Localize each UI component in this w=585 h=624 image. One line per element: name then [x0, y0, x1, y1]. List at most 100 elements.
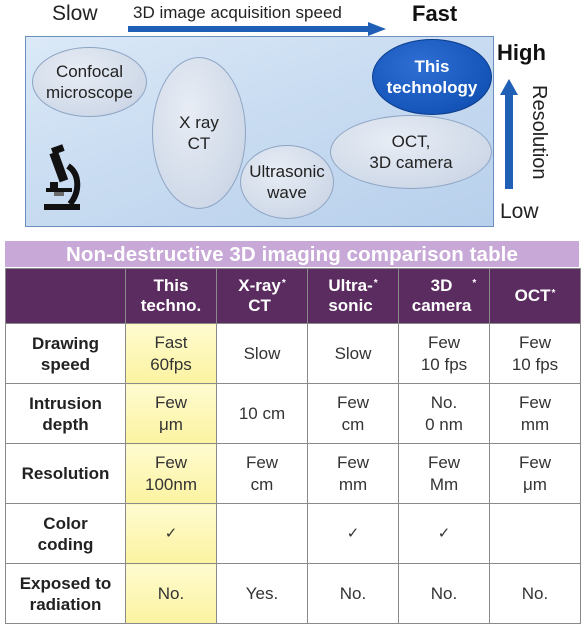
ultrasonic-wave-bubble: Ultrasonic wave: [240, 145, 334, 219]
cell-value: Slow: [334, 343, 372, 363]
cell-value: Few μm: [518, 452, 552, 494]
cell-value: Yes.: [245, 583, 279, 603]
cell-value: No.: [157, 583, 185, 603]
row-header-label: Color coding: [37, 513, 94, 554]
column-header-label: OCT: [514, 286, 551, 305]
row-header: Exposed to radiation: [5, 563, 126, 624]
bubble-label: This technology: [386, 57, 478, 97]
table-cell: No. 0 nm: [398, 383, 490, 444]
cell-value: Few 10 fps: [420, 332, 468, 374]
table-cell: Few μm: [489, 443, 581, 504]
table-cell: ✓: [307, 503, 399, 564]
asterisk-mark: *: [373, 278, 378, 289]
table-row: Drawing speed Fast 60fps Slow Slow Few 1…: [5, 323, 581, 384]
check-icon: ✓: [437, 525, 451, 542]
table-cell: [489, 503, 581, 564]
cell-value: Few μm: [154, 392, 188, 434]
table-header-row: This techno. X-ray CT* Ultra- sonic* 3D …: [5, 268, 581, 324]
column-header: 3D camera*: [398, 268, 490, 324]
table-row: Color coding ✓ ✓ ✓: [5, 503, 581, 564]
table-cell: Yes.: [216, 563, 308, 624]
cell-value: No.: [521, 583, 549, 603]
cell-value: Few mm: [336, 452, 370, 494]
speed-low-label: Slow: [52, 2, 98, 25]
column-header-label: Ultra- sonic: [328, 276, 373, 315]
cell-value: Few cm: [245, 452, 279, 494]
asterisk-mark: *: [281, 278, 286, 289]
table-cell: Few 100nm: [125, 443, 217, 504]
column-header-label: 3D camera: [411, 276, 472, 315]
table-cell: Few cm: [216, 443, 308, 504]
speed-axis-label: 3D image acquisition speed: [133, 3, 342, 22]
row-header: Intrusion depth: [5, 383, 126, 444]
table-cell: Few Mm: [398, 443, 490, 504]
row-header: Color coding: [5, 503, 126, 564]
table-row: Exposed to radiation No. Yes. No. No. No…: [5, 563, 581, 624]
row-header: Resolution: [5, 443, 126, 504]
table-cell: Few mm: [489, 383, 581, 444]
column-header: This techno.: [125, 268, 217, 324]
column-header-label: This techno.: [140, 276, 202, 315]
oct-3d-camera-bubble: OCT, 3D camera: [330, 115, 492, 189]
table-cell: No.: [489, 563, 581, 624]
cell-value: No. 0 nm: [425, 392, 463, 434]
table-cell: Slow: [216, 323, 308, 384]
table-cell: No.: [398, 563, 490, 624]
asterisk-mark: *: [472, 278, 477, 289]
confocal-microscope-bubble: Confocal microscope: [32, 47, 147, 117]
cell-value: Few 10 fps: [511, 332, 559, 374]
cell-value: Few cm: [336, 392, 370, 434]
table-title: Non-destructive 3D imaging comparison ta…: [5, 241, 579, 267]
cell-value: No.: [339, 583, 367, 603]
speed-high-label: Fast: [412, 1, 458, 26]
resolution-axis-label: Resolution: [528, 85, 550, 180]
column-header: X-ray CT*: [216, 268, 308, 324]
row-header: Drawing speed: [5, 323, 126, 384]
column-header-label: X-ray CT: [238, 276, 281, 315]
resolution-arrow-icon: [500, 79, 518, 189]
column-header: Ultra- sonic*: [307, 268, 399, 324]
table-row: Intrusion depth Few μm 10 cm Few cm No. …: [5, 383, 581, 444]
table-cell: [216, 503, 308, 564]
cell-value: Few 100nm: [145, 452, 197, 494]
cell-value: Slow: [243, 343, 281, 363]
cell-value: Few mm: [518, 392, 552, 434]
asterisk-mark: *: [551, 288, 556, 299]
x-ray-ct-bubble: X ray CT: [152, 57, 246, 209]
table-cell: Few cm: [307, 383, 399, 444]
resolution-high-label: High: [497, 40, 546, 65]
cell-value: No.: [430, 583, 458, 603]
bubble-label: Confocal microscope: [46, 62, 133, 102]
table-cell: Fast 60fps: [125, 323, 217, 384]
row-header-label: Drawing speed: [31, 333, 100, 374]
row-header-label: Resolution: [21, 464, 110, 483]
table-cell: Slow: [307, 323, 399, 384]
table-cell: ✓: [125, 503, 217, 564]
table-row: Resolution Few 100nm Few cm Few mm Few M…: [5, 443, 581, 504]
speed-arrow-icon: [128, 22, 386, 36]
table-cell: ✓: [398, 503, 490, 564]
comparison-table: This techno. X-ray CT* Ultra- sonic* 3D …: [5, 268, 581, 624]
this-technology-bubble: This technology: [372, 39, 492, 115]
cell-value: Fast 60fps: [150, 332, 192, 374]
table-cell: Few 10 fps: [489, 323, 581, 384]
column-header: OCT*: [489, 268, 581, 324]
check-icon: ✓: [164, 525, 178, 542]
header-corner-cell: [5, 268, 126, 324]
table-cell: 10 cm: [216, 383, 308, 444]
table-cell: No.: [125, 563, 217, 624]
check-icon: ✓: [346, 525, 360, 542]
table-cell: No.: [307, 563, 399, 624]
cell-value: Few Mm: [427, 452, 461, 494]
table-cell: Few 10 fps: [398, 323, 490, 384]
microscope-icon: [44, 144, 81, 210]
table-cell: Few mm: [307, 443, 399, 504]
technology-map-panel: Confocal microscope X ray CT Ultrasonic …: [25, 36, 494, 227]
bubble-label: Ultrasonic wave: [249, 162, 325, 202]
bubble-label: OCT, 3D camera: [369, 132, 453, 172]
row-header-label: Intrusion depth: [29, 393, 102, 434]
table-cell: Few μm: [125, 383, 217, 444]
cell-value: 10 cm: [238, 403, 286, 423]
resolution-low-label: Low: [500, 200, 539, 223]
bubble-label: X ray CT: [179, 113, 219, 153]
